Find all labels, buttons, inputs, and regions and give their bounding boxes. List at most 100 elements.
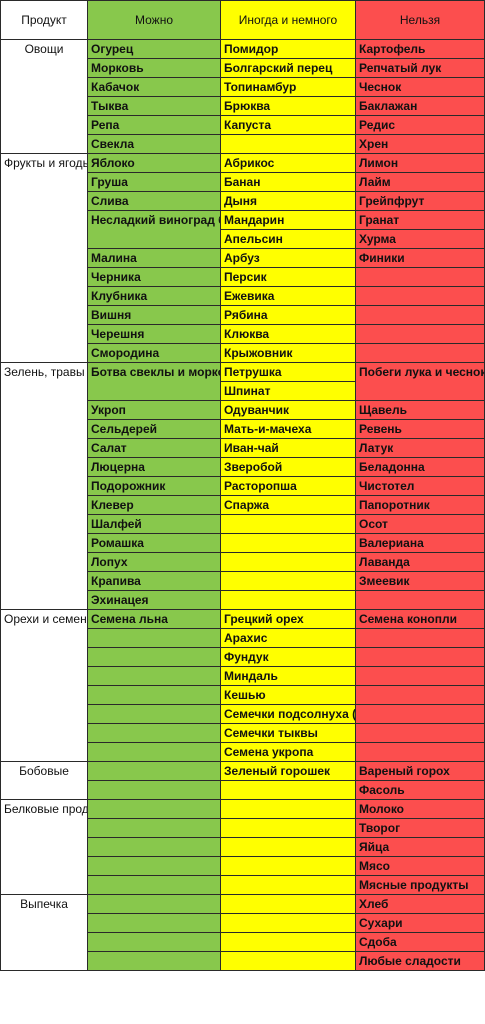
forbidden-cell: Творог	[355, 818, 485, 838]
category-herbs: Зелень, травы	[0, 362, 88, 610]
table-row: Черешня Клюква	[1, 324, 485, 344]
forbidden-cell: Мясо	[355, 856, 485, 876]
table-row: Крапива Змеевик	[1, 571, 485, 591]
table-row: Сельдерей Мать-и-мачеха Ревень	[1, 419, 485, 439]
sometimes-cell: Ежевика	[220, 286, 356, 306]
forbidden-cell: Сухари	[355, 913, 485, 933]
table-row: Укроп Одуванчик Щавель	[1, 400, 485, 420]
allowed-cell: Клубника	[87, 286, 221, 306]
table-row: Подорожник Расторопша Чистотел	[1, 476, 485, 496]
forbidden-cell: Папоротник	[355, 495, 485, 515]
sometimes-cell: Рябина	[220, 305, 356, 325]
sometimes-cell: Мать-и-мачеха	[220, 419, 356, 439]
table-row: Апельсин Хурма	[1, 229, 485, 249]
table-row: Выпечка Хлеб	[0, 894, 485, 971]
sometimes-cell: Мандарин	[220, 210, 356, 230]
forbidden-cell	[355, 742, 485, 762]
allowed-cell	[87, 875, 221, 895]
sometimes-cell	[220, 514, 356, 534]
sometimes-cell: Помидор	[220, 39, 356, 59]
header-row: Продукт Можно Иногда и немного Нельзя	[0, 0, 485, 40]
forbidden-cell: Беладонна	[355, 457, 485, 477]
sometimes-cell	[220, 818, 356, 838]
table-row: Клевер Спаржа Папоротник	[1, 495, 485, 515]
sometimes-cell: Арахис	[220, 628, 356, 648]
table-row: Фасоль	[1, 780, 485, 800]
table-row: Эхинацея	[1, 590, 485, 610]
sometimes-cell: Топинамбур	[220, 77, 356, 97]
sometimes-cell	[220, 780, 356, 800]
category-fruits: Фрукты и ягоды	[0, 153, 88, 363]
forbidden-cell: Лимон	[355, 153, 485, 173]
allowed-cell: Слива	[87, 191, 221, 211]
sometimes-cell: Крыжовник	[220, 343, 356, 363]
table-row: Фрукты и ягоды Яблоко Абрикос Лимон	[0, 153, 485, 363]
table-row: Шалфей Осот	[1, 514, 485, 534]
table-row: Слива Дыня Грейпфрут	[1, 191, 485, 211]
forbidden-cell	[355, 685, 485, 705]
allowed-cell: Свекла	[87, 134, 221, 154]
forbidden-cell	[355, 343, 485, 363]
allowed-cell	[87, 856, 221, 876]
sometimes-cell	[220, 837, 356, 857]
table-row: Кешью	[1, 685, 485, 705]
forbidden-cell: Хурма	[355, 229, 485, 249]
forbidden-cell	[355, 647, 485, 667]
table-row: Бобовые Зеленый горошек Вареный горох	[0, 761, 485, 800]
allowed-cell	[87, 666, 221, 686]
sometimes-cell: Одуванчик	[220, 400, 356, 420]
sometimes-cell: Миндаль	[220, 666, 356, 686]
allowed-cell: Тыква	[87, 96, 221, 116]
table-row: Орехи и семена Семена льна Грецкий орех …	[0, 609, 485, 762]
sometimes-cell: Семечки подсолнуха (без кожуры)	[220, 704, 356, 724]
forbidden-cell: Латук	[355, 438, 485, 458]
allowed-cell	[87, 685, 221, 705]
sometimes-cell: Зеленый горошек	[220, 761, 356, 781]
table-row: Семена укропа	[1, 742, 485, 762]
allowed-cell	[87, 932, 221, 952]
table-row: Яйца	[1, 837, 485, 857]
allowed-cell: Клевер	[87, 495, 221, 515]
forbidden-cell: Щавель	[355, 400, 485, 420]
forbidden-cell: Лайм	[355, 172, 485, 192]
sometimes-cell: Семена укропа	[220, 742, 356, 762]
forbidden-cell	[355, 666, 485, 686]
allowed-cell: Несладкий виноград без	[87, 210, 221, 249]
header-forbidden: Нельзя	[355, 0, 485, 40]
table-row: Несладкий виноград без Мандарин Гранат	[1, 210, 485, 249]
allowed-cell: Крапива	[87, 571, 221, 591]
forbidden-cell	[355, 723, 485, 743]
forbidden-cell: Сдоба	[355, 932, 485, 952]
header-product: Продукт	[0, 0, 88, 40]
forbidden-cell: Картофель	[355, 39, 485, 59]
forbidden-cell	[355, 590, 485, 610]
table-row: Морковь Болгарский перец Репчатый лук	[1, 58, 485, 78]
sometimes-cell: Спаржа	[220, 495, 356, 515]
sometimes-cell: Зверобой	[220, 457, 356, 477]
forbidden-cell: Яйца	[355, 837, 485, 857]
allowed-cell: Вишня	[87, 305, 221, 325]
allowed-cell	[87, 894, 221, 914]
forbidden-cell: Побеги лука и чеснока	[355, 362, 485, 401]
sometimes-cell: Брюква	[220, 96, 356, 116]
sometimes-cell: Болгарский перец	[220, 58, 356, 78]
allowed-cell: Ботва свеклы и моркови	[87, 362, 221, 401]
forbidden-cell: Молоко	[355, 799, 485, 819]
allowed-cell: Огурец	[87, 39, 221, 59]
table-row: Вишня Рябина	[1, 305, 485, 325]
table-row: Семечки тыквы	[1, 723, 485, 743]
category-protein: Белковые продукты	[0, 799, 88, 895]
allowed-cell: Эхинацея	[87, 590, 221, 610]
sometimes-cell: Персик	[220, 267, 356, 287]
allowed-cell	[87, 799, 221, 819]
allowed-cell	[87, 761, 221, 781]
sometimes-cell: Грецкий орех	[220, 609, 356, 629]
forbidden-cell	[355, 704, 485, 724]
table-row: Фундук	[1, 647, 485, 667]
table-row: Груша Банан Лайм	[1, 172, 485, 192]
forbidden-cell: Хрен	[355, 134, 485, 154]
sometimes-cell	[220, 799, 356, 819]
allowed-cell: Люцерна	[87, 457, 221, 477]
table-row: Сухари	[1, 913, 485, 933]
table-row: Семечки подсолнуха (без кожуры)	[1, 704, 485, 724]
